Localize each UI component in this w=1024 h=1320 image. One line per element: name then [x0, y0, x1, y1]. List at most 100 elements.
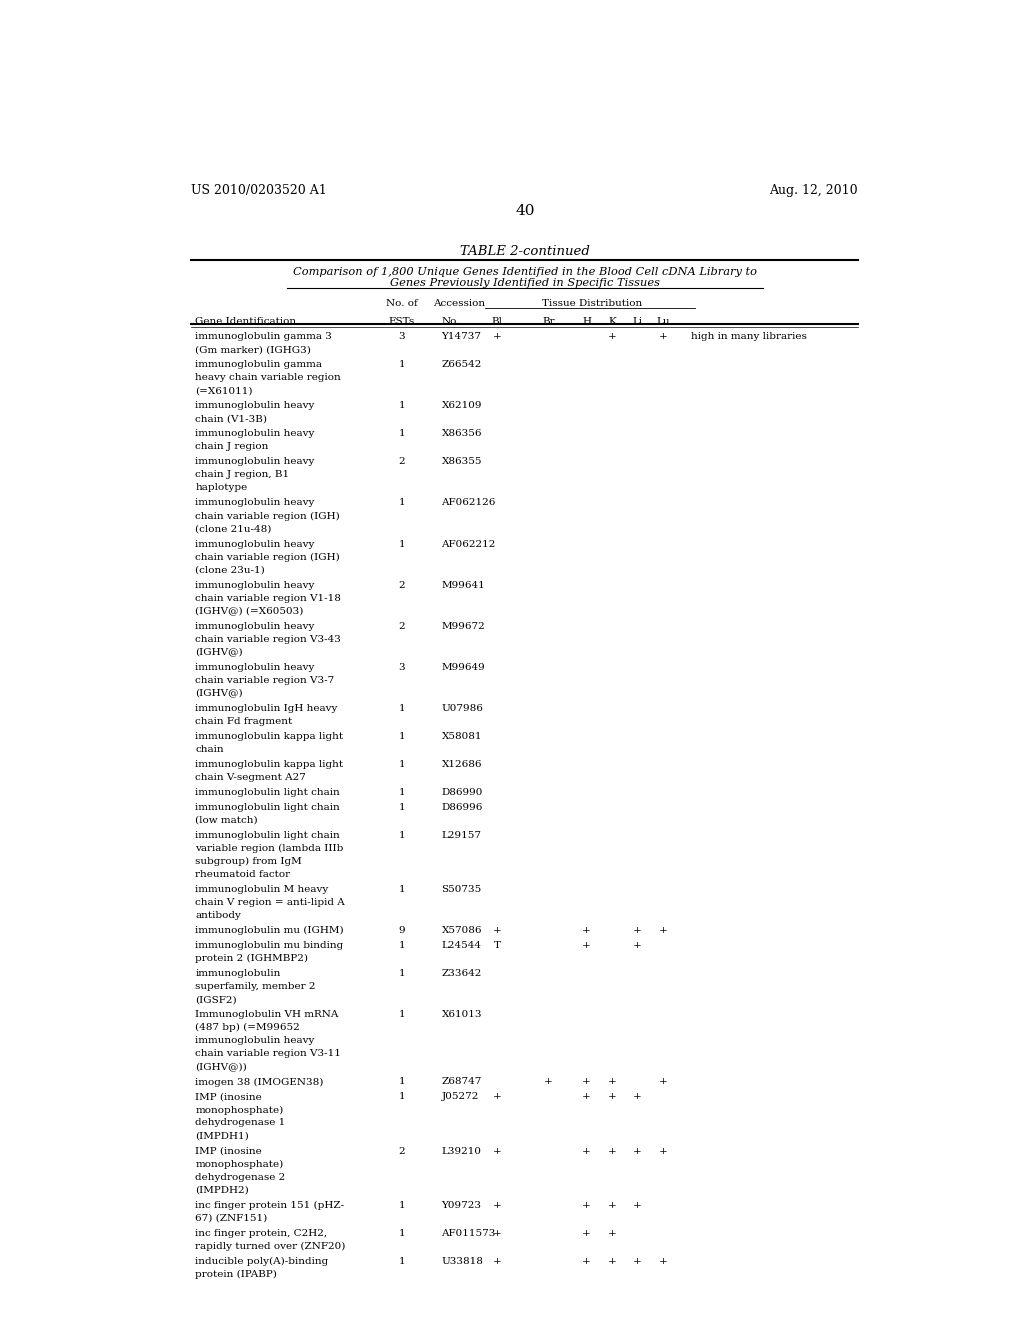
Text: Lu: Lu — [656, 317, 670, 326]
Text: +: + — [658, 1147, 668, 1155]
Text: M99672: M99672 — [441, 622, 485, 631]
Text: K: K — [608, 317, 616, 326]
Text: 1: 1 — [398, 360, 406, 370]
Text: +: + — [583, 1257, 591, 1266]
Text: inc finger protein, C2H2,: inc finger protein, C2H2, — [196, 1229, 328, 1238]
Text: rheumatoid factor: rheumatoid factor — [196, 870, 291, 879]
Text: +: + — [583, 1229, 591, 1238]
Text: +: + — [493, 927, 502, 935]
Text: +: + — [493, 333, 502, 341]
Text: U33818: U33818 — [441, 1257, 483, 1266]
Text: protein 2 (IGHMBP2): protein 2 (IGHMBP2) — [196, 954, 308, 964]
Text: 1: 1 — [398, 886, 406, 894]
Text: ESTs: ESTs — [389, 317, 415, 326]
Text: chain variable region (IGH): chain variable region (IGH) — [196, 553, 340, 562]
Text: superfamily, member 2: superfamily, member 2 — [196, 982, 316, 991]
Text: +: + — [493, 1257, 502, 1266]
Text: chain variable region V3-7: chain variable region V3-7 — [196, 676, 335, 685]
Text: dehydrogenase 2: dehydrogenase 2 — [196, 1172, 286, 1181]
Text: +: + — [607, 1077, 616, 1086]
Text: (IMPDH2): (IMPDH2) — [196, 1185, 249, 1195]
Text: immunoglobulin heavy: immunoglobulin heavy — [196, 458, 314, 466]
Text: immunoglobulin heavy: immunoglobulin heavy — [196, 401, 314, 411]
Text: +: + — [633, 1147, 642, 1155]
Text: +: + — [493, 1093, 502, 1101]
Text: variable region (lambda IIIb: variable region (lambda IIIb — [196, 843, 344, 853]
Text: AF062212: AF062212 — [441, 540, 496, 549]
Text: 1: 1 — [398, 1257, 406, 1266]
Text: 1: 1 — [398, 429, 406, 438]
Text: 1: 1 — [398, 832, 406, 840]
Text: immunoglobulin heavy: immunoglobulin heavy — [196, 429, 314, 438]
Text: J05272: J05272 — [441, 1093, 479, 1101]
Text: +: + — [607, 1257, 616, 1266]
Text: +: + — [583, 927, 591, 935]
Text: inducible poly(A)-binding: inducible poly(A)-binding — [196, 1257, 329, 1266]
Text: imogen 38 (IMOGEN38): imogen 38 (IMOGEN38) — [196, 1077, 324, 1086]
Text: immunoglobulin kappa light: immunoglobulin kappa light — [196, 731, 344, 741]
Text: X12686: X12686 — [441, 760, 482, 770]
Text: Bl: Bl — [492, 317, 503, 326]
Text: 67) (ZNF151): 67) (ZNF151) — [196, 1213, 267, 1222]
Text: 1: 1 — [398, 760, 406, 770]
Text: AF062126: AF062126 — [441, 499, 496, 507]
Text: +: + — [633, 1201, 642, 1209]
Text: immunoglobulin heavy: immunoglobulin heavy — [196, 499, 314, 507]
Text: 1: 1 — [398, 1229, 406, 1238]
Text: 1: 1 — [398, 969, 406, 978]
Text: Genes Previously Identified in Specific Tissues: Genes Previously Identified in Specific … — [390, 279, 659, 288]
Text: immunoglobulin gamma 3: immunoglobulin gamma 3 — [196, 333, 333, 341]
Text: 9: 9 — [398, 927, 406, 935]
Text: Y14737: Y14737 — [441, 333, 481, 341]
Text: (Gm marker) (IGHG3): (Gm marker) (IGHG3) — [196, 346, 311, 354]
Text: immunoglobulin mu binding: immunoglobulin mu binding — [196, 941, 344, 950]
Text: X86356: X86356 — [441, 429, 482, 438]
Text: Aug. 12, 2010: Aug. 12, 2010 — [769, 183, 858, 197]
Text: 3: 3 — [398, 333, 406, 341]
Text: chain V region = anti-lipid A: chain V region = anti-lipid A — [196, 898, 345, 907]
Text: chain variable region V1-18: chain variable region V1-18 — [196, 594, 341, 603]
Text: +: + — [583, 1077, 591, 1086]
Text: chain Fd fragment: chain Fd fragment — [196, 717, 293, 726]
Text: H: H — [583, 317, 591, 326]
Text: immunoglobulin heavy: immunoglobulin heavy — [196, 581, 314, 590]
Text: L24544: L24544 — [441, 941, 481, 950]
Text: Accession: Accession — [433, 298, 485, 308]
Text: S50735: S50735 — [441, 886, 481, 894]
Text: 1: 1 — [398, 1077, 406, 1086]
Text: dehydrogenase 1: dehydrogenase 1 — [196, 1118, 286, 1127]
Text: immunoglobulin kappa light: immunoglobulin kappa light — [196, 760, 344, 770]
Text: 1: 1 — [398, 704, 406, 713]
Text: 1: 1 — [398, 1201, 406, 1209]
Text: immunoglobulin: immunoglobulin — [196, 969, 281, 978]
Text: (=X61011): (=X61011) — [196, 387, 253, 395]
Text: immunoglobulin heavy: immunoglobulin heavy — [196, 622, 314, 631]
Text: chain variable region V3-11: chain variable region V3-11 — [196, 1049, 341, 1059]
Text: +: + — [493, 1229, 502, 1238]
Text: 1: 1 — [398, 1093, 406, 1101]
Text: 2: 2 — [398, 1147, 406, 1155]
Text: +: + — [633, 1093, 642, 1101]
Text: Tissue Distribution: Tissue Distribution — [542, 298, 642, 308]
Text: Br: Br — [543, 317, 555, 326]
Text: 2: 2 — [398, 581, 406, 590]
Text: +: + — [607, 1147, 616, 1155]
Text: IMP (inosine: IMP (inosine — [196, 1093, 262, 1101]
Text: Gene Identification: Gene Identification — [196, 317, 297, 326]
Text: X57086: X57086 — [441, 927, 482, 935]
Text: immunoglobulin light chain: immunoglobulin light chain — [196, 788, 340, 797]
Text: +: + — [607, 1201, 616, 1209]
Text: (IGHV@)): (IGHV@)) — [196, 1063, 247, 1072]
Text: L29157: L29157 — [441, 832, 481, 840]
Text: (clone 23u-1): (clone 23u-1) — [196, 565, 265, 574]
Text: high in many libraries: high in many libraries — [691, 333, 807, 341]
Text: 2: 2 — [398, 458, 406, 466]
Text: haplotype: haplotype — [196, 483, 248, 492]
Text: Immunoglobulin VH mRNA: Immunoglobulin VH mRNA — [196, 1010, 339, 1019]
Text: Li: Li — [633, 317, 642, 326]
Text: X58081: X58081 — [441, 731, 482, 741]
Text: +: + — [583, 1093, 591, 1101]
Text: rapidly turned over (ZNF20): rapidly turned over (ZNF20) — [196, 1242, 346, 1251]
Text: 1: 1 — [398, 401, 406, 411]
Text: US 2010/0203520 A1: US 2010/0203520 A1 — [191, 183, 328, 197]
